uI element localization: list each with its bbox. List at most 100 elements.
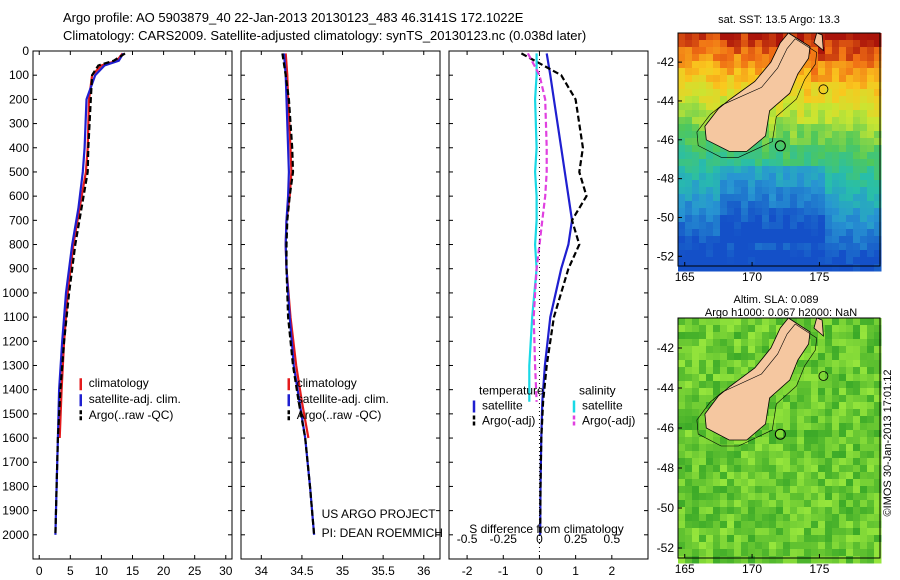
map-title: sat. SST: 13.5 Argo: 13.3 bbox=[718, 14, 840, 26]
chatham-rise-marker bbox=[818, 371, 829, 381]
map-y-tick-label: -44 bbox=[657, 94, 675, 108]
y-tick-label: 1800 bbox=[2, 479, 29, 493]
depth-contour bbox=[696, 323, 818, 447]
y-tick-label: 1400 bbox=[2, 383, 29, 397]
y-tick-label: 800 bbox=[9, 238, 29, 252]
y-tick-label: 500 bbox=[9, 165, 29, 179]
map-y-tick-label: -52 bbox=[657, 249, 675, 263]
chatham-rise-marker bbox=[818, 84, 829, 95]
map-y-tick-label: -48 bbox=[657, 172, 675, 186]
map-x-tick-label: 175 bbox=[809, 562, 829, 576]
series-line-argo---raw--qc- bbox=[54, 52, 126, 535]
y-tick-label: 900 bbox=[9, 262, 29, 276]
series-line-s-satellite bbox=[528, 53, 538, 402]
x-tick-label: 5 bbox=[67, 564, 74, 578]
map-y-tick-label: -42 bbox=[657, 55, 675, 69]
legend-left-0: satellite bbox=[482, 399, 523, 413]
legend-entry-0: climatology bbox=[297, 376, 357, 390]
legend-entry-1: satellite-adj. clim. bbox=[89, 392, 181, 406]
argo-float-marker bbox=[774, 140, 786, 152]
y-tick-label: 0 bbox=[22, 44, 29, 58]
y-tick-label: 700 bbox=[9, 213, 29, 227]
s-tick-label: 0 bbox=[536, 532, 543, 546]
y-tick-label: 1600 bbox=[2, 431, 29, 445]
map-x-tick-label: 170 bbox=[742, 562, 762, 576]
land-north-island bbox=[813, 32, 824, 52]
plot-area-3 bbox=[520, 52, 588, 535]
y-tick-label: 300 bbox=[9, 117, 29, 131]
series-line-s-argo--adj- bbox=[526, 52, 548, 402]
x-tick-label: 25 bbox=[188, 564, 202, 578]
s-tick-label: 0.5 bbox=[603, 532, 620, 546]
y-tick-label: 100 bbox=[9, 68, 29, 82]
y-tick-label: 1000 bbox=[2, 286, 29, 300]
annotation-pi: PI: DEAN ROEMMICH bbox=[322, 526, 443, 540]
map-x-tick-label: 170 bbox=[742, 270, 762, 284]
x-tick-label: 36 bbox=[417, 564, 431, 578]
y-tick-label: 1500 bbox=[2, 407, 29, 421]
map-x-tick-label: 165 bbox=[675, 270, 695, 284]
plot-area-1 bbox=[54, 52, 126, 535]
x-tick-label: 20 bbox=[157, 564, 171, 578]
x-tick-label: 2 bbox=[608, 564, 615, 578]
y-tick-label: 400 bbox=[9, 141, 29, 155]
plot-frame-2 bbox=[240, 50, 441, 560]
map-frame-1 bbox=[677, 32, 881, 267]
legend-right-0: satellite bbox=[582, 399, 623, 413]
x-tick-label: 30 bbox=[219, 564, 233, 578]
map-subtitle: Argo h1000: 0.067 h2000: NaN bbox=[705, 307, 857, 319]
s-tick-label: 0.25 bbox=[564, 532, 588, 546]
map-y-tick-label: -50 bbox=[657, 501, 675, 515]
plot-frame-3 bbox=[448, 50, 649, 560]
x-tick-label: -1 bbox=[498, 564, 509, 578]
map-y-tick-label: -42 bbox=[657, 341, 675, 355]
x-tick-label: 34.5 bbox=[290, 564, 314, 578]
plot-area-2 bbox=[281, 53, 316, 535]
y-tick-label: 1900 bbox=[2, 504, 29, 518]
s-tick-label: -0.25 bbox=[490, 532, 518, 546]
map-frame-2 bbox=[677, 317, 881, 559]
map-x-tick-label: 165 bbox=[675, 562, 695, 576]
s-axis-label: S difference from climatology bbox=[469, 522, 624, 536]
plot-frame-1 bbox=[32, 50, 233, 560]
map-y-tick-label: -46 bbox=[657, 421, 675, 435]
x-tick-label: 35.5 bbox=[371, 564, 395, 578]
y-tick-label: 200 bbox=[9, 92, 29, 106]
legend-title-temperature: temperature bbox=[479, 384, 544, 398]
x-tick-label: 34 bbox=[255, 564, 269, 578]
y-tick-label: 1300 bbox=[2, 358, 29, 372]
land-south-island bbox=[704, 317, 811, 441]
legend-entry-0: climatology bbox=[89, 376, 149, 390]
map-y-tick-label: -44 bbox=[657, 381, 675, 395]
map-y-tick-label: -48 bbox=[657, 461, 675, 475]
depth-contour bbox=[696, 38, 818, 158]
annotation-project: US ARGO PROJECT bbox=[322, 507, 437, 521]
legend-right-1: Argo(-adj) bbox=[582, 414, 635, 428]
x-tick-label: 1 bbox=[572, 564, 579, 578]
sst-map bbox=[678, 32, 882, 272]
series-line-t-argo--adj- bbox=[520, 52, 588, 535]
x-tick-label: 35 bbox=[336, 564, 350, 578]
land-north-island bbox=[813, 317, 824, 337]
sla-map bbox=[678, 317, 882, 564]
x-tick-label: 0 bbox=[36, 564, 43, 578]
y-tick-label: 2000 bbox=[2, 528, 29, 542]
figure-title-line2: Climatology: CARS2009. Satellite-adjuste… bbox=[63, 28, 587, 43]
map-x-tick-label: 175 bbox=[809, 270, 829, 284]
map-y-tick-label: -46 bbox=[657, 133, 675, 147]
x-tick-label: 15 bbox=[126, 564, 140, 578]
x-tick-label: -2 bbox=[462, 564, 473, 578]
legend-entry-2: Argo(..raw -QC) bbox=[89, 408, 174, 422]
y-tick-label: 1200 bbox=[2, 334, 29, 348]
y-tick-label: 600 bbox=[9, 189, 29, 203]
map-title: Altim. SLA: 0.089 bbox=[734, 294, 819, 306]
map-y-tick-label: -52 bbox=[657, 541, 675, 555]
series-line-argo---raw--qc- bbox=[281, 53, 316, 535]
legend-left-1: Argo(-adj) bbox=[482, 414, 535, 428]
land-south-island bbox=[704, 32, 811, 152]
figure-title-line1: Argo profile: AO 5903879_40 22-Jan-2013 … bbox=[63, 10, 524, 25]
legend-entry-2: Argo(..raw -QC) bbox=[297, 408, 382, 422]
legend-entry-1: satellite-adj. clim. bbox=[297, 392, 389, 406]
y-tick-label: 1100 bbox=[3, 310, 29, 324]
